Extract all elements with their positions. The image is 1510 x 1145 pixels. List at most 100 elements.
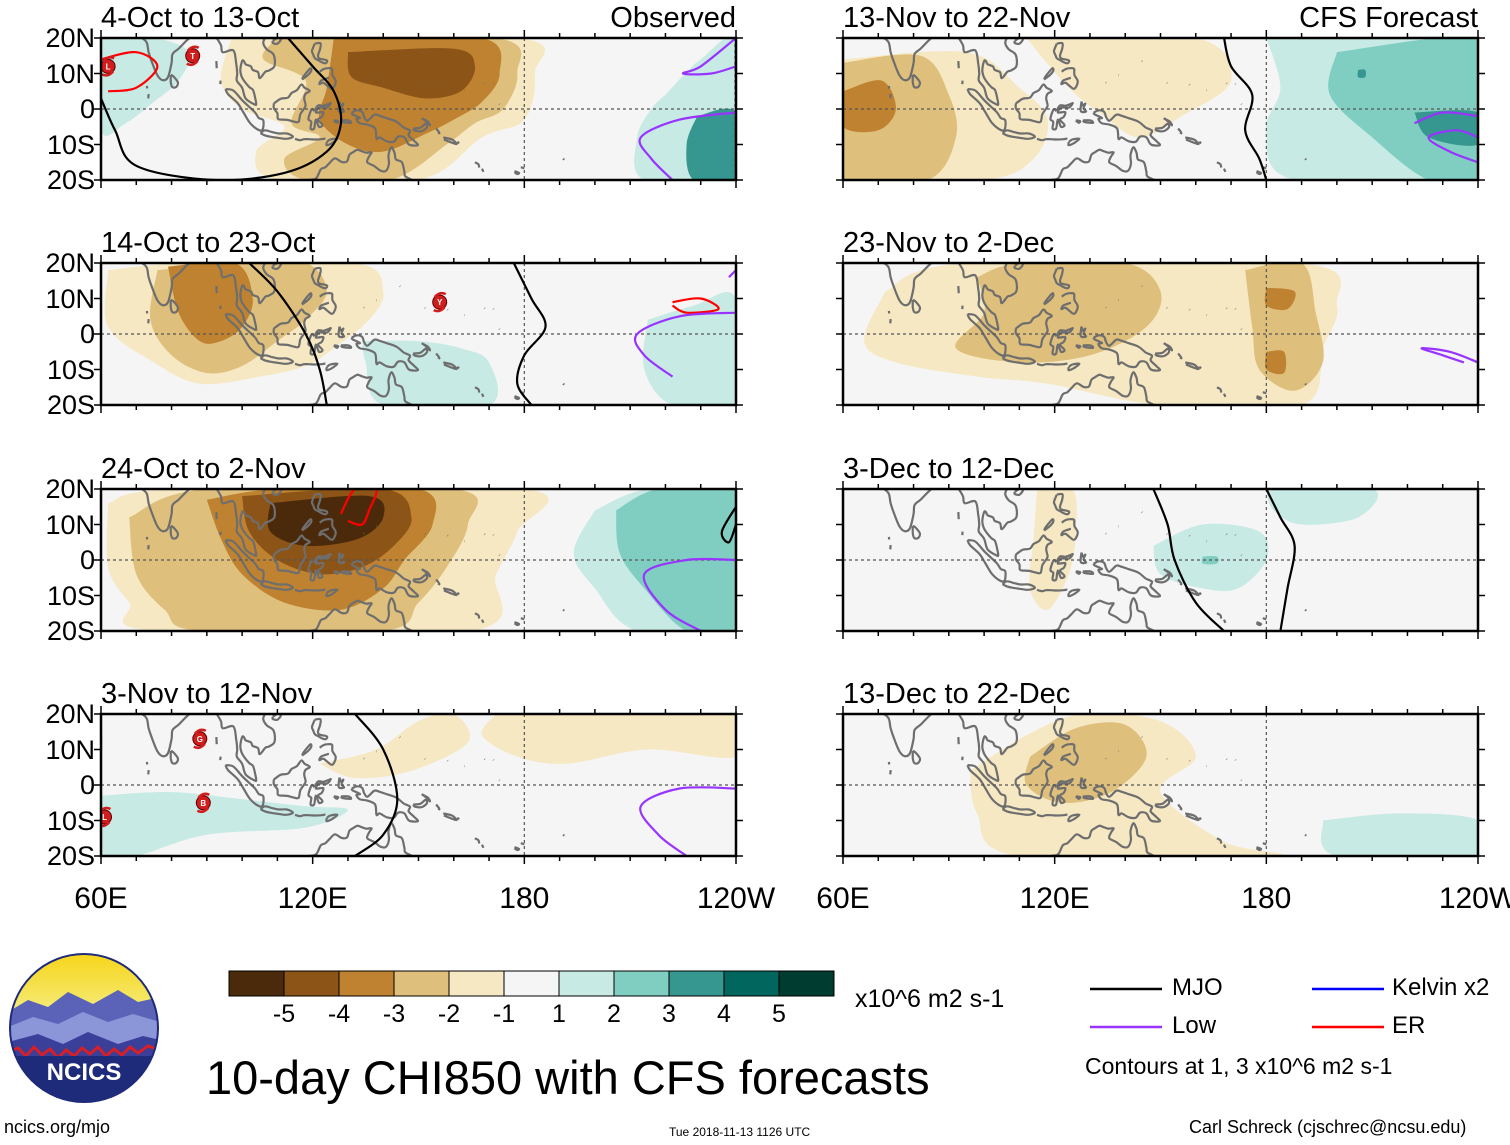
coastline [457,142,459,144]
coastline [1076,345,1080,347]
coastline [521,843,525,844]
anomaly-shading [1358,69,1366,78]
colorbar-swatch [449,971,504,996]
coastline [482,394,483,397]
legend-line-kelvin-x2 [1312,986,1384,992]
coastline [1257,622,1262,625]
coastline [563,610,564,611]
lat-tick-label: 10N [25,285,95,313]
footer-author: Carl Schreck (cjschrec@ncsu.edu) [1189,1114,1466,1140]
coastline [1257,171,1262,174]
coastline [1305,384,1306,385]
svg-text:L: L [106,62,111,71]
coastline [334,120,338,122]
colorbar-label: 1 [552,1001,566,1027]
map-panel [833,28,1488,190]
lat-tick-label: 20S [25,617,95,645]
coastline [1199,142,1201,144]
coastline [1055,704,1060,707]
coastline [1019,30,1031,34]
lat-tick-label: 20N [25,24,95,52]
coastline [1286,860,1288,861]
coastline [1286,184,1288,185]
coastline [1076,796,1080,798]
legend-line-mjo [1090,986,1162,992]
colorbar-label: -1 [493,1001,515,1027]
legend-label: Low [1172,1013,1216,1039]
colorbar-label: 3 [662,1001,676,1027]
lat-tick-label: 0 [25,771,95,799]
lat-tick-label: 10S [25,131,95,159]
coastline [544,184,546,185]
colorbar-swatch [614,971,669,996]
coastline [544,409,546,410]
coastline [1305,610,1306,611]
map-panel: Y [91,253,746,415]
colorbar-swatch [394,971,449,996]
map-panel: GBL [91,704,746,866]
map-panel [833,253,1488,415]
coastline [515,847,520,850]
lat-tick-label: 10N [25,511,95,539]
lat-tick-label: 10S [25,807,95,835]
colorbar-label: -2 [438,1001,460,1027]
coastline [334,796,338,798]
colorbar-swatch [669,971,724,996]
legend-label: MJO [1172,975,1223,1001]
colorbar-label: -4 [328,1001,350,1027]
coastline [277,255,289,259]
footer-url[interactable]: ncics.org/mjo [4,1114,110,1140]
ncics-logo: NCICS [8,952,160,1104]
coastline [482,845,483,848]
coastline [1019,255,1031,259]
coastline [482,620,483,623]
coastline [1263,618,1267,619]
coastline [1055,28,1060,31]
coastline [1305,159,1306,160]
coastline [313,28,318,31]
lon-tick-label: 180 [499,883,549,915]
lat-tick-label: 20N [25,475,95,503]
legend-label: Kelvin x2 [1392,975,1489,1001]
colorbar [227,969,836,998]
coastline [313,253,318,256]
svg-text:Y: Y [437,298,443,307]
coastline [334,571,338,573]
colorbar-swatch [284,971,339,996]
coastline [457,367,459,369]
lat-tick-label: 20S [25,842,95,870]
lat-tick-label: 20S [25,391,95,419]
lat-tick-label: 10S [25,582,95,610]
contours-note: Contours at 1, 3 x10^6 m2 s-1 [1085,1053,1392,1079]
svg-text:G: G [197,735,203,744]
coastline [1199,818,1201,820]
map-panel [833,479,1488,641]
colorbar-label: 5 [772,1001,786,1027]
coastline [563,384,564,385]
lat-tick-label: 0 [25,95,95,123]
svg-text:NCICS: NCICS [47,1059,122,1086]
coastline [277,481,289,485]
coastline [544,635,546,636]
lon-tick-label: 120E [1020,883,1090,915]
lon-tick-label: 120E [278,883,348,915]
coastline [277,706,289,710]
coastline [1305,835,1306,836]
coastline [1199,593,1201,595]
lon-tick-label: 120W [1439,883,1510,915]
coastline [1263,392,1267,393]
map-panel: LT [91,28,746,190]
coastline [1076,571,1080,573]
lat-tick-label: 0 [25,320,95,348]
coastline [521,618,525,619]
colorbar-swatch [779,971,834,996]
coastline [482,169,483,172]
colorbar-label: 4 [717,1001,731,1027]
coastline [313,479,318,482]
coastline [1286,635,1288,636]
colorbar-swatch [229,971,284,996]
lat-tick-label: 20S [25,166,95,194]
lat-tick-label: 10S [25,356,95,384]
footer-timestamp: Tue 2018-11-13 1126 UTC [669,1119,810,1145]
